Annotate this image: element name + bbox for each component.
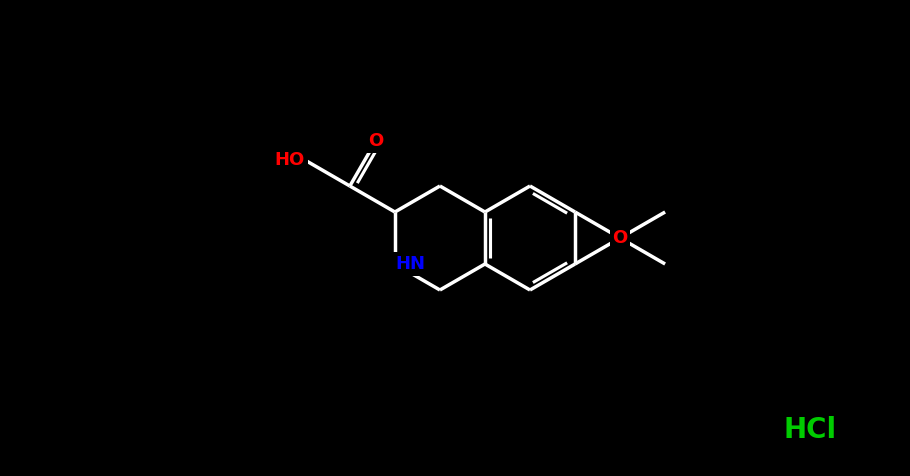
Text: O: O [612, 229, 628, 247]
Text: O: O [612, 229, 628, 247]
Text: HCl: HCl [784, 416, 836, 444]
Text: HN: HN [395, 255, 425, 273]
Text: O: O [369, 132, 383, 150]
Text: HO: HO [275, 151, 305, 169]
